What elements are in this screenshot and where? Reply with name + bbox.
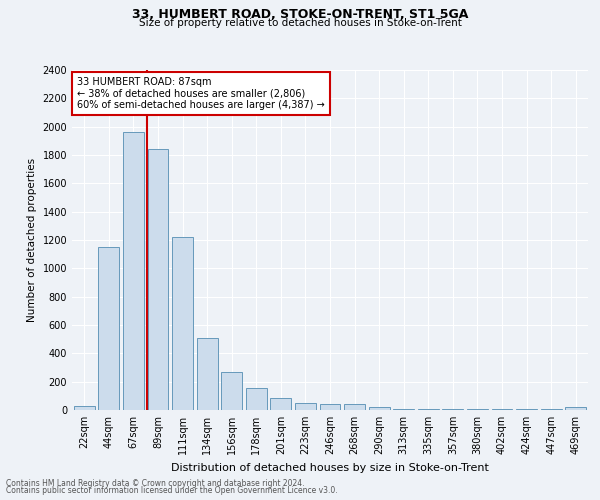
Bar xyxy=(98,247,119,410)
Bar xyxy=(197,338,218,410)
Bar xyxy=(172,237,193,410)
Text: Contains HM Land Registry data © Crown copyright and database right 2024.: Contains HM Land Registry data © Crown c… xyxy=(6,478,305,488)
Bar xyxy=(393,408,414,410)
Bar xyxy=(221,372,242,410)
X-axis label: Distribution of detached houses by size in Stoke-on-Trent: Distribution of detached houses by size … xyxy=(171,462,489,472)
Bar xyxy=(295,403,316,410)
Bar xyxy=(123,132,144,410)
Bar xyxy=(344,404,365,410)
Bar xyxy=(74,406,95,410)
Bar xyxy=(565,407,586,410)
Text: 33, HUMBERT ROAD, STOKE-ON-TRENT, ST1 5GA: 33, HUMBERT ROAD, STOKE-ON-TRENT, ST1 5G… xyxy=(132,8,468,20)
Text: 33 HUMBERT ROAD: 87sqm
← 38% of detached houses are smaller (2,806)
60% of semi-: 33 HUMBERT ROAD: 87sqm ← 38% of detached… xyxy=(77,77,325,110)
Bar xyxy=(246,388,267,410)
Bar xyxy=(320,404,340,410)
Y-axis label: Number of detached properties: Number of detached properties xyxy=(27,158,37,322)
Bar xyxy=(368,407,389,410)
Text: Size of property relative to detached houses in Stoke-on-Trent: Size of property relative to detached ho… xyxy=(139,18,461,28)
Bar xyxy=(148,150,169,410)
Text: Contains public sector information licensed under the Open Government Licence v3: Contains public sector information licen… xyxy=(6,486,338,495)
Bar xyxy=(271,398,292,410)
